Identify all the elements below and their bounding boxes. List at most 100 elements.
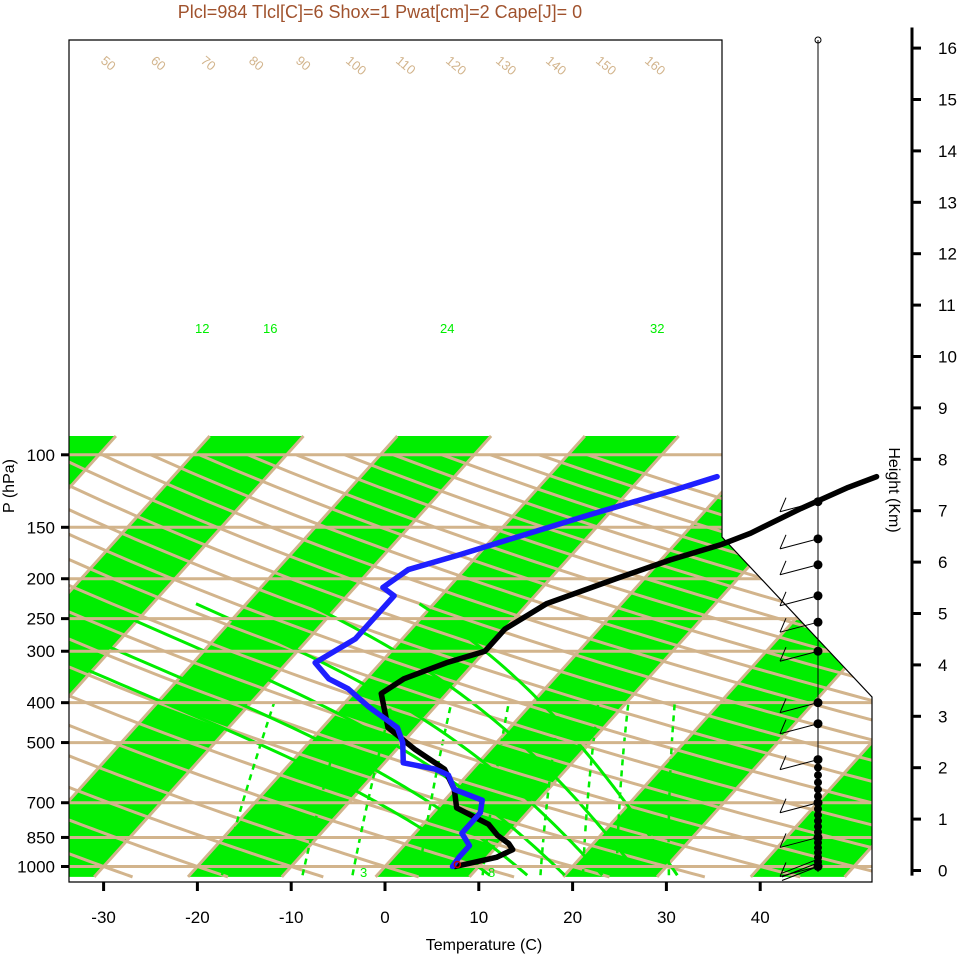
height-tick-label: 10 bbox=[938, 348, 957, 367]
dry-adiabat-line bbox=[69, 453, 706, 879]
dry-adiabat-line bbox=[69, 453, 872, 879]
isotherm-label: 30 bbox=[730, 121, 751, 142]
dry-adiabat-line bbox=[69, 453, 872, 879]
wind-level-dot bbox=[814, 785, 822, 794]
isotherm-line bbox=[69, 434, 305, 878]
wind-barb-flag bbox=[779, 617, 787, 633]
dry-adiabat-line bbox=[101, 453, 872, 879]
mixing-ratio-line bbox=[539, 702, 562, 876]
height-tick-label: 9 bbox=[938, 399, 947, 418]
moist-adiabat-label: 16 bbox=[263, 321, 277, 336]
x-tick-label: 0 bbox=[380, 908, 389, 927]
wind-barb bbox=[779, 501, 819, 513]
x-tick-label: 10 bbox=[469, 908, 488, 927]
mixing-ratio-line bbox=[351, 702, 394, 876]
moist-adiabat-lines bbox=[69, 602, 679, 877]
wind-barb bbox=[779, 836, 819, 848]
wind-level-dot bbox=[814, 805, 822, 814]
height-tick-label: 11 bbox=[938, 296, 956, 315]
height-tick-label: 0 bbox=[938, 862, 947, 881]
wind-barb bbox=[779, 564, 819, 576]
pressure-axis: 100 150 200 250 300 400 500 700 850 1000 bbox=[17, 446, 69, 877]
mixing-ratio-line bbox=[615, 702, 630, 876]
dry-adiabat-line bbox=[198, 453, 872, 879]
dry-adiabat-line bbox=[69, 453, 420, 879]
mixing-ratio-line bbox=[301, 702, 349, 876]
mixing-ratio-line bbox=[481, 702, 511, 876]
moisture-band bbox=[563, 435, 872, 877]
wind-level-dot bbox=[814, 763, 822, 772]
wind-barb bbox=[779, 723, 819, 735]
mixing-ratio-line bbox=[220, 702, 276, 876]
height-tick-label: 1 bbox=[938, 810, 947, 829]
moist-adiabat-label: 24 bbox=[440, 321, 454, 336]
height-tick-label: 2 bbox=[938, 759, 947, 778]
isobar-lines bbox=[69, 453, 872, 868]
pressure-tick-label: 300 bbox=[27, 642, 55, 661]
wind-level-dot bbox=[814, 822, 822, 831]
wind-barb-flag bbox=[779, 833, 787, 848]
height-tick-label: 15 bbox=[938, 91, 957, 110]
wind-barb bbox=[779, 802, 819, 814]
mixing-ratio-line bbox=[581, 702, 600, 876]
height-tick-label: 3 bbox=[938, 707, 947, 726]
height-tick-label: 14 bbox=[938, 142, 957, 161]
adiabat-label: 160 bbox=[642, 53, 668, 78]
mixing-ratio-label: 3 bbox=[360, 865, 367, 880]
wind-barb-flag bbox=[779, 798, 787, 813]
moist-adiabat-line bbox=[69, 602, 529, 877]
wind-barb bbox=[779, 702, 819, 714]
x-tick-label: 40 bbox=[751, 908, 770, 927]
mixing-ratio-line bbox=[417, 702, 453, 876]
adiabat-label: 140 bbox=[543, 53, 569, 78]
height-tick-label: 8 bbox=[938, 450, 947, 469]
adiabat-label: 100 bbox=[343, 53, 369, 78]
moist-adiabat-line bbox=[306, 602, 641, 877]
wind-barb bbox=[779, 595, 819, 607]
wind-barb-flag bbox=[779, 647, 787, 662]
wind-barb bbox=[779, 621, 819, 633]
adiabat-label: 130 bbox=[493, 53, 519, 78]
pressure-tick-label: 850 bbox=[27, 828, 55, 847]
moist-adiabat-line bbox=[96, 602, 566, 877]
x-axis-label: Temperature (C) bbox=[426, 937, 542, 954]
wind-barb bbox=[781, 862, 819, 878]
height-tick-label: 16 bbox=[938, 39, 957, 58]
adiabat-label: 120 bbox=[443, 53, 469, 78]
dry-adiabat-line bbox=[150, 453, 872, 879]
lcl-marker bbox=[453, 860, 462, 869]
dry-adiabat-line bbox=[69, 453, 515, 879]
y-axis-label: P (hPa) bbox=[1, 459, 18, 513]
pressure-tick-label: 100 bbox=[27, 446, 55, 465]
wind-barb-flag bbox=[779, 591, 787, 606]
x-tick-label: 30 bbox=[657, 908, 676, 927]
adiabat-label: 150 bbox=[593, 53, 619, 78]
dry-adiabat-line bbox=[247, 453, 872, 879]
x-tick-label: -30 bbox=[91, 908, 116, 927]
adiabat-label: 90 bbox=[293, 53, 314, 74]
height-tick-label: 4 bbox=[938, 656, 947, 675]
wind-level-dot bbox=[814, 811, 822, 820]
adiabat-label: 110 bbox=[393, 53, 419, 78]
moist-adiabat-line bbox=[418, 602, 679, 877]
isotherm-label: 10 bbox=[730, 339, 751, 360]
wind-barb-flag bbox=[779, 755, 787, 770]
pressure-tick-label: 200 bbox=[27, 570, 55, 589]
wind-barb-flag bbox=[779, 560, 787, 575]
wind-level-dot bbox=[814, 778, 822, 787]
wind-barb bbox=[781, 866, 819, 881]
mixing-ratio-label: 8 bbox=[488, 865, 495, 880]
moist-adiabat-line bbox=[195, 602, 604, 877]
wind-level-dot bbox=[814, 816, 822, 825]
moist-adiabat-label: 32 bbox=[650, 321, 664, 336]
wind-level-dot bbox=[814, 828, 822, 837]
moist-adiabat-line bbox=[69, 602, 491, 877]
dry-adiabat-line bbox=[69, 453, 872, 879]
wind-barb-column bbox=[779, 36, 823, 881]
x-axis: -30 -20 -10 0 10 20 30 40 bbox=[91, 882, 770, 927]
adiabat-label: 50 bbox=[98, 53, 119, 74]
isotherm-line bbox=[69, 434, 211, 878]
adiabat-label: 60 bbox=[148, 53, 169, 74]
pressure-tick-label: 400 bbox=[27, 694, 55, 713]
isotherm-label: -10 bbox=[752, 535, 776, 559]
